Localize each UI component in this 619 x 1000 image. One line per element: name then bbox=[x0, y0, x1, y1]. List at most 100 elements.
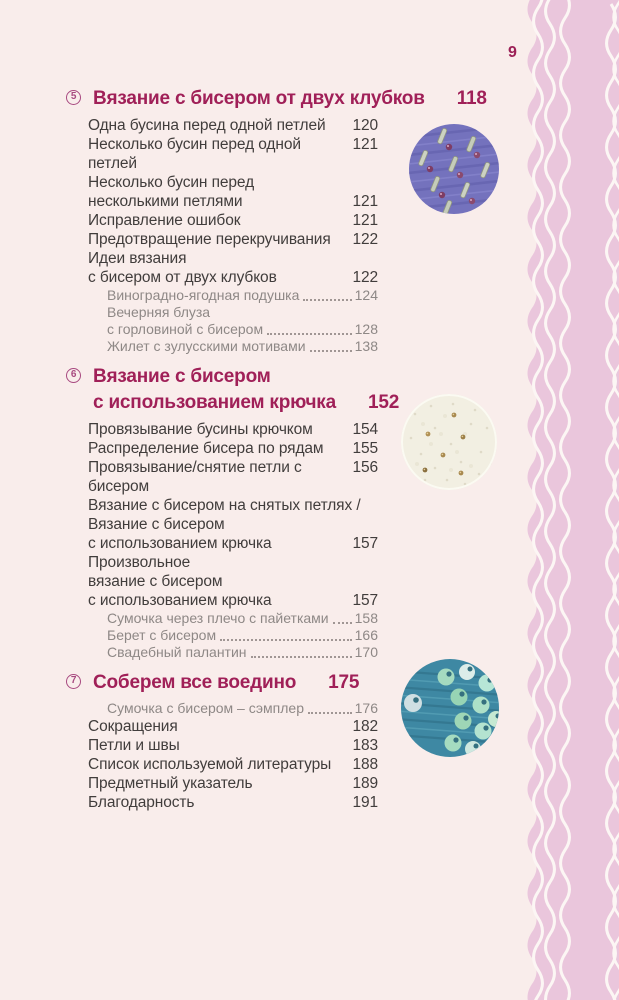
toc-entry-line: Вязание с бисером на снятых петлях / bbox=[88, 496, 378, 515]
toc-entry-line: Свадебный палантин 170 bbox=[88, 644, 378, 661]
photo-purple-beaded-knit-swatch bbox=[409, 124, 499, 214]
toc-entry-line: с использованием крючка 157 bbox=[88, 534, 378, 553]
section-number-badge: 5 bbox=[66, 90, 81, 105]
section-page-number: 175 bbox=[328, 672, 360, 693]
entry-label: Несколько бусин перед одной петлей bbox=[88, 136, 301, 172]
entry-page-number: 121 bbox=[352, 212, 378, 229]
toc-entry-line: Жилет с зулусскими мотивами 138 bbox=[88, 338, 378, 355]
entry-page-number: 158 bbox=[354, 610, 378, 626]
section-entries: Провязывание бусины крючком 154 Распределе… bbox=[88, 420, 378, 661]
entry-label: Предотвращение перекручивания bbox=[88, 231, 331, 248]
toc-entry-line: Провязывание бусины крючком 154 bbox=[88, 420, 378, 439]
toc-entry-line: Сумочка через плечо с пайетками 158 bbox=[88, 610, 378, 627]
toc-entry-line: Провязывание/снятие петли с бисером 156 bbox=[88, 458, 378, 496]
entry-label: с бисером от двух клубков bbox=[88, 269, 277, 286]
entry-label: Вечерняя блуза bbox=[107, 304, 211, 320]
section-title-line: Соберем все воедино 175 bbox=[93, 670, 378, 696]
toc-entry-line: Несколько бусин перед одной петлей 121 bbox=[88, 135, 378, 173]
entry-label: Провязывание бусины крючком bbox=[88, 421, 313, 438]
section-page-number: 152 bbox=[367, 392, 400, 413]
dot-leader bbox=[332, 622, 352, 624]
section-heading: 5 Вязание с бисером от двух клубков 118 bbox=[66, 86, 487, 112]
section-title-line: с использованием крючка 152 bbox=[93, 390, 399, 416]
entry-page-number: 121 bbox=[352, 136, 378, 153]
teal-sequin-image bbox=[401, 659, 499, 757]
entry-label: Идеи вязания bbox=[88, 250, 187, 267]
purple-knit-image bbox=[409, 124, 499, 214]
section-page-number: 118 bbox=[456, 88, 487, 109]
entry-page-number: 122 bbox=[352, 231, 378, 248]
white-crochet-image bbox=[401, 394, 497, 490]
section-number-badge: 7 bbox=[66, 674, 81, 689]
section-number-badge: 6 bbox=[66, 368, 81, 383]
toc-entry-line: вязание с бисером bbox=[88, 572, 378, 591]
dot-leader bbox=[220, 639, 352, 641]
photo-teal-sequin-knit-swatch bbox=[401, 659, 499, 757]
toc-entry-line: Исправление ошибок 121 bbox=[88, 211, 378, 230]
entry-label: Предметный указатель bbox=[88, 775, 253, 792]
toc-entry-line: Предметный указатель 189 bbox=[88, 774, 378, 793]
toc-section: 6 Вязание с бисером с использованием крюч… bbox=[66, 364, 399, 661]
entry-label: Свадебный палантин bbox=[107, 644, 247, 660]
toc-section: 7 Соберем все воедино 175 Сумочка с бисер… bbox=[66, 670, 378, 812]
section-title-line: Вязание с бисером от двух клубков 118 bbox=[93, 86, 487, 112]
toc-entry-line: с использованием крючка 157 bbox=[88, 591, 378, 610]
entry-label: Петли и швы bbox=[88, 737, 180, 754]
dot-leader bbox=[250, 656, 352, 658]
entry-page-number: 128 bbox=[354, 321, 378, 337]
entry-page-number: 157 bbox=[352, 592, 378, 609]
entry-page-number: 157 bbox=[352, 535, 378, 552]
dot-leader bbox=[267, 333, 352, 335]
toc-entry-line: с бисером от двух клубков 122 bbox=[88, 268, 378, 287]
entry-label: Распределение бисера по рядам bbox=[88, 440, 324, 457]
entry-label: Несколько бусин перед bbox=[88, 174, 255, 191]
table-of-contents: 5 Вязание с бисером от двух клубков 118 О… bbox=[66, 86, 487, 812]
section-title: Соберем все воедино bbox=[93, 672, 297, 693]
section-title: Вязание с бисером bbox=[93, 366, 271, 387]
entry-label: Вязание с бисером на снятых петлях / bbox=[88, 497, 361, 514]
toc-entry-line: Сумочка с бисером – сэмплер 176 bbox=[88, 700, 378, 717]
decorative-wavy-border bbox=[527, 0, 619, 1000]
dot-leader bbox=[303, 299, 352, 301]
entry-label: Берет с бисером bbox=[107, 627, 217, 643]
toc-entry-line: Одна бусина перед одной петлей 120 bbox=[88, 116, 378, 135]
entry-page-number: 122 bbox=[352, 269, 378, 286]
toc-entry-line: Вечерняя блуза bbox=[88, 304, 378, 321]
entry-label: с использованием крючка bbox=[88, 535, 272, 552]
entry-page-number: 121 bbox=[352, 193, 378, 210]
toc-entry-line: Вязание с бисером bbox=[88, 515, 378, 534]
section-title-line: Вязание с бисером bbox=[93, 364, 378, 390]
entry-page-number: 182 bbox=[352, 718, 378, 735]
section-heading: 7 Соберем все воедино 175 bbox=[66, 670, 378, 696]
toc-entry-line: Распределение бисера по рядам 155 bbox=[88, 439, 378, 458]
toc-entry-line: с горловиной с бисером 128 bbox=[88, 321, 378, 338]
section-title: Вязание с бисером от двух клубков bbox=[93, 88, 425, 109]
entry-label: Провязывание/снятие петли с бисером bbox=[88, 459, 302, 495]
dot-leader bbox=[307, 712, 352, 714]
toc-entry-line: Виноградно-ягодная подушка 124 bbox=[88, 287, 378, 304]
entry-label: с использованием крючка bbox=[88, 592, 272, 609]
entry-page-number: 120 bbox=[352, 117, 378, 134]
entry-page-number: 138 bbox=[354, 338, 378, 354]
toc-entry-line: несколькими петлями 121 bbox=[88, 192, 378, 211]
entry-page-number: 154 bbox=[352, 421, 378, 438]
entry-page-number: 170 bbox=[354, 644, 378, 660]
entry-page-number: 183 bbox=[352, 737, 378, 754]
entry-label: вязание с бисером bbox=[88, 573, 223, 590]
toc-section: 5 Вязание с бисером от двух клубков 118 О… bbox=[66, 86, 487, 355]
dot-leader bbox=[309, 350, 352, 352]
entry-page-number: 189 bbox=[352, 775, 378, 792]
entry-label: Сумочка с бисером – сэмплер bbox=[107, 700, 304, 716]
toc-entry-line: Предотвращение перекручивания 122 bbox=[88, 230, 378, 249]
entry-label: Благодарность bbox=[88, 794, 195, 811]
entry-label: с горловиной с бисером bbox=[107, 321, 264, 337]
entry-label: Сумочка через плечо с пайетками bbox=[107, 610, 329, 626]
section-entries: Одна бусина перед одной петлей 120 Несколь… bbox=[88, 116, 378, 355]
wavy-border-graphic bbox=[527, 0, 619, 1000]
section-entries: Сумочка с бисером – сэмплер 176 Сокращения… bbox=[88, 700, 378, 812]
toc-entry-line: Произвольное bbox=[88, 553, 378, 572]
entry-page-number: 191 bbox=[352, 794, 378, 811]
photo-white-beaded-crochet-swatch bbox=[401, 394, 497, 490]
entry-page-number: 188 bbox=[352, 756, 378, 773]
